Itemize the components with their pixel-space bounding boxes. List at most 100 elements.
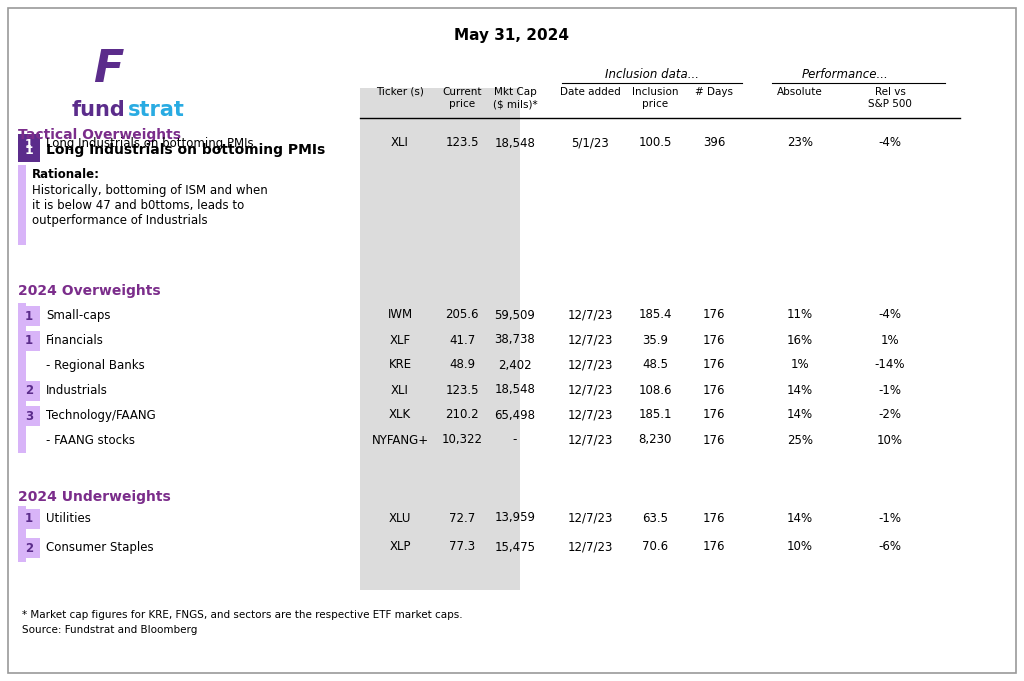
Bar bbox=[18, 381, 40, 401]
Text: IWM: IWM bbox=[387, 308, 413, 321]
Text: 48.5: 48.5 bbox=[642, 358, 668, 372]
Text: NYFANG+: NYFANG+ bbox=[372, 434, 429, 447]
Text: Date added: Date added bbox=[560, 87, 621, 97]
Text: 70.6: 70.6 bbox=[642, 541, 668, 554]
Bar bbox=[18, 509, 40, 529]
Text: 176: 176 bbox=[702, 334, 725, 347]
Text: 205.6: 205.6 bbox=[445, 308, 479, 321]
Text: Inclusion
price: Inclusion price bbox=[632, 87, 678, 110]
Text: 18,548: 18,548 bbox=[495, 136, 536, 150]
Text: 108.6: 108.6 bbox=[638, 383, 672, 396]
Bar bbox=[18, 303, 26, 453]
Text: 210.2: 210.2 bbox=[445, 409, 479, 422]
Text: 8,230: 8,230 bbox=[638, 434, 672, 447]
Text: XLI: XLI bbox=[391, 136, 409, 150]
Text: 10,322: 10,322 bbox=[441, 434, 482, 447]
Text: 1: 1 bbox=[25, 138, 33, 151]
Text: -: - bbox=[513, 434, 517, 447]
Text: Long Industrials on bottoming PMIs: Long Industrials on bottoming PMIs bbox=[46, 136, 254, 150]
Text: Performance...: Performance... bbox=[802, 68, 889, 81]
Text: 63.5: 63.5 bbox=[642, 511, 668, 524]
Text: 12/7/23: 12/7/23 bbox=[567, 541, 612, 554]
Text: 13,959: 13,959 bbox=[495, 511, 536, 524]
Text: 5/1/23: 5/1/23 bbox=[571, 136, 609, 150]
Text: 1: 1 bbox=[25, 334, 33, 347]
Text: 1: 1 bbox=[25, 144, 34, 157]
Text: 176: 176 bbox=[702, 541, 725, 554]
Text: Current
price: Current price bbox=[442, 87, 481, 110]
Text: Ticker (s): Ticker (s) bbox=[376, 87, 424, 97]
Text: 41.7: 41.7 bbox=[449, 334, 475, 347]
Text: 1%: 1% bbox=[881, 334, 899, 347]
Text: 16%: 16% bbox=[786, 334, 813, 347]
Text: 3: 3 bbox=[25, 409, 33, 422]
Text: 65,498: 65,498 bbox=[495, 409, 536, 422]
Bar bbox=[18, 134, 40, 154]
Bar bbox=[360, 88, 520, 590]
Text: Financials: Financials bbox=[46, 334, 103, 347]
Text: -4%: -4% bbox=[879, 308, 901, 321]
Bar bbox=[18, 538, 40, 558]
Text: 12/7/23: 12/7/23 bbox=[567, 358, 612, 372]
Text: 176: 176 bbox=[702, 511, 725, 524]
Text: 2024 Overweights: 2024 Overweights bbox=[18, 284, 161, 298]
Text: 35.9: 35.9 bbox=[642, 334, 668, 347]
Text: -2%: -2% bbox=[879, 409, 901, 422]
Text: 176: 176 bbox=[702, 358, 725, 372]
Text: 14%: 14% bbox=[786, 511, 813, 524]
Text: Long Industrials on bottoming PMIs: Long Industrials on bottoming PMIs bbox=[46, 143, 326, 157]
Text: XLI: XLI bbox=[391, 383, 409, 396]
Text: XLK: XLK bbox=[389, 409, 411, 422]
Text: 2,402: 2,402 bbox=[499, 358, 531, 372]
Text: 396: 396 bbox=[702, 136, 725, 150]
Text: 12/7/23: 12/7/23 bbox=[567, 511, 612, 524]
Text: 72.7: 72.7 bbox=[449, 511, 475, 524]
Text: May 31, 2024: May 31, 2024 bbox=[455, 28, 569, 43]
Text: 48.9: 48.9 bbox=[449, 358, 475, 372]
Text: 2: 2 bbox=[25, 541, 33, 554]
Text: -1%: -1% bbox=[879, 383, 901, 396]
Text: 59,509: 59,509 bbox=[495, 308, 536, 321]
Text: 23%: 23% bbox=[787, 136, 813, 150]
Text: Historically, bottoming of ISM and when: Historically, bottoming of ISM and when bbox=[32, 184, 267, 197]
Text: - Regional Banks: - Regional Banks bbox=[46, 358, 144, 372]
Text: strat: strat bbox=[128, 100, 185, 120]
Text: Technology/FAANG: Technology/FAANG bbox=[46, 409, 156, 422]
Text: 14%: 14% bbox=[786, 409, 813, 422]
Text: 176: 176 bbox=[702, 409, 725, 422]
Text: 1: 1 bbox=[25, 513, 33, 526]
Text: XLF: XLF bbox=[389, 334, 411, 347]
Bar bbox=[18, 506, 26, 562]
Text: 176: 176 bbox=[702, 434, 725, 447]
Text: 10%: 10% bbox=[877, 434, 903, 447]
Text: -4%: -4% bbox=[879, 136, 901, 150]
Text: Small-caps: Small-caps bbox=[46, 308, 111, 321]
Text: Tactical Overweights: Tactical Overweights bbox=[18, 128, 181, 142]
Text: 2024 Underweights: 2024 Underweights bbox=[18, 490, 171, 504]
Text: 25%: 25% bbox=[787, 434, 813, 447]
Text: 77.3: 77.3 bbox=[449, 541, 475, 554]
Bar bbox=[18, 142, 40, 162]
Bar bbox=[18, 331, 40, 351]
Text: 12/7/23: 12/7/23 bbox=[567, 383, 612, 396]
Text: 2: 2 bbox=[25, 385, 33, 398]
Text: XLU: XLU bbox=[389, 511, 412, 524]
Text: KRE: KRE bbox=[388, 358, 412, 372]
Bar bbox=[18, 165, 26, 245]
Text: fund: fund bbox=[72, 100, 126, 120]
Text: 1: 1 bbox=[25, 309, 33, 323]
Text: F: F bbox=[93, 48, 123, 91]
Text: 1%: 1% bbox=[791, 358, 809, 372]
Text: - FAANG stocks: - FAANG stocks bbox=[46, 434, 135, 447]
Text: Industrials: Industrials bbox=[46, 383, 108, 396]
Text: Utilities: Utilities bbox=[46, 511, 91, 524]
Text: 12/7/23: 12/7/23 bbox=[567, 434, 612, 447]
Text: -6%: -6% bbox=[879, 541, 901, 554]
Text: # Days: # Days bbox=[695, 87, 733, 97]
Text: 12/7/23: 12/7/23 bbox=[567, 409, 612, 422]
Text: XLP: XLP bbox=[389, 541, 411, 554]
Text: * Market cap figures for KRE, FNGS, and sectors are the respective ETF market ca: * Market cap figures for KRE, FNGS, and … bbox=[22, 610, 463, 620]
Text: 15,475: 15,475 bbox=[495, 541, 536, 554]
Text: -14%: -14% bbox=[874, 358, 905, 372]
Text: 12/7/23: 12/7/23 bbox=[567, 308, 612, 321]
